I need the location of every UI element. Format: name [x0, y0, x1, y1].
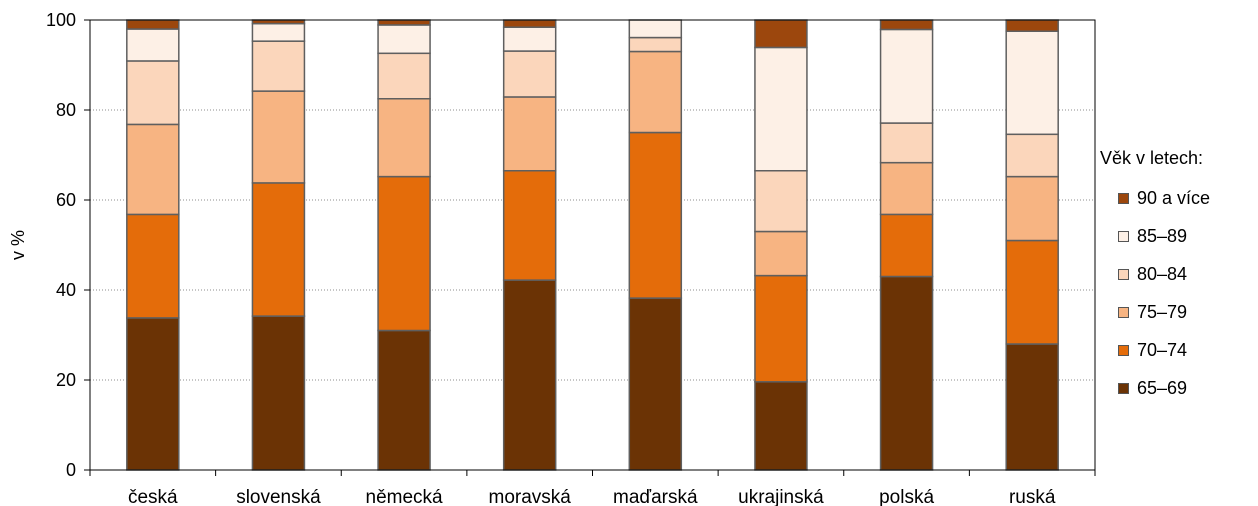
- bar-segment: [377, 19, 431, 26]
- bar-segment: [126, 123, 180, 216]
- bar-segment: [628, 131, 683, 299]
- category-label: ukrajinská: [738, 487, 824, 506]
- bar-segment: [251, 40, 306, 92]
- legend-item: 65–69: [1100, 369, 1210, 407]
- legend-label: 65–69: [1137, 377, 1188, 398]
- bar-segment: [879, 213, 934, 278]
- bar-segment: [126, 28, 180, 62]
- legend-items: 90 a více 85–89 80–84 75–79 70–74 65–69: [1100, 179, 1210, 407]
- legend-label: 75–79: [1137, 301, 1188, 322]
- legend-swatch: [1118, 382, 1129, 394]
- category-label: maďarská: [613, 487, 698, 506]
- plot-frame: [89, 19, 1096, 471]
- bar-segment: [251, 90, 306, 184]
- y-axis-title: v %: [8, 230, 28, 260]
- bar-segment: [251, 19, 306, 25]
- legend-item: 90 a více: [1100, 179, 1210, 217]
- bar-segment: [126, 317, 180, 471]
- legend-title: Věk v letech:: [1100, 148, 1204, 168]
- bar-segment: [502, 170, 557, 281]
- bar-segment: [879, 161, 934, 216]
- y-tick-label: 20: [56, 370, 76, 390]
- bar-segment: [879, 19, 934, 31]
- bar-segment: [879, 275, 934, 471]
- legend-item: 70–74: [1100, 331, 1210, 369]
- y-tick-label: 0: [66, 460, 76, 480]
- bar-segment: [377, 98, 431, 178]
- bar-segment: [502, 26, 557, 52]
- bar-segment: [754, 274, 808, 383]
- bar-stack: [1005, 19, 1059, 471]
- gridlines: [90, 109, 1095, 381]
- bar-stack: [879, 19, 934, 471]
- bar-segment: [879, 28, 934, 124]
- bar-stack: [377, 19, 431, 471]
- bar-segment: [754, 170, 808, 233]
- bar-segment: [754, 19, 808, 49]
- bar-segment: [1005, 133, 1059, 178]
- bar-stacks: [126, 19, 1059, 471]
- legend-item: 75–79: [1100, 293, 1210, 331]
- bar-segment: [879, 122, 934, 164]
- bar-segment: [1005, 343, 1059, 471]
- y-tick-label: 60: [56, 190, 76, 210]
- legend-label: 80–84: [1137, 263, 1188, 284]
- legend-label: 90 a více: [1137, 187, 1211, 208]
- bar-segment: [754, 46, 808, 172]
- legend-item: 85–89: [1100, 217, 1210, 255]
- bar-segment: [1005, 175, 1059, 242]
- category-label: moravská: [489, 487, 572, 506]
- y-tick-label: 80: [56, 100, 76, 120]
- axes: [84, 19, 1096, 476]
- legend-swatch: [1118, 268, 1129, 280]
- bar-segment: [502, 19, 557, 28]
- bar-stack: [126, 19, 180, 471]
- category-label: česká: [128, 487, 178, 506]
- bar-stack: [502, 19, 557, 471]
- bar-segment: [377, 52, 431, 100]
- bar-segment: [628, 297, 683, 471]
- bar-segment: [251, 22, 306, 42]
- bar-segment: [754, 381, 808, 471]
- legend-label: 85–89: [1137, 225, 1188, 246]
- bar-stack: [251, 19, 306, 471]
- category-label: německá: [366, 487, 444, 506]
- legend-swatch: [1118, 192, 1129, 204]
- y-tick-label: 100: [46, 10, 76, 30]
- bar-segment: [502, 50, 557, 98]
- bar-segment: [126, 213, 180, 319]
- bar-segment: [1005, 239, 1059, 345]
- category-label: ruská: [1009, 487, 1056, 506]
- category-label: polská: [879, 487, 934, 506]
- legend-label: 70–74: [1137, 339, 1188, 360]
- bar-segment: [377, 175, 431, 332]
- bar-segment: [1005, 19, 1059, 32]
- bar-segment: [628, 19, 683, 39]
- bar-segment: [251, 315, 306, 471]
- category-labels: česká slovenská německá moravská maďarská ukr…: [128, 487, 1056, 506]
- bar-segment: [377, 24, 431, 55]
- bar-segment: [628, 50, 683, 134]
- category-label: slovenská: [236, 487, 321, 506]
- bar-segment: [126, 19, 180, 30]
- legend-item: 80–84: [1100, 255, 1210, 293]
- bar-segment: [1005, 30, 1059, 136]
- bar-segment: [502, 279, 557, 471]
- legend-swatch: [1118, 306, 1129, 318]
- bar-segment: [754, 230, 808, 277]
- bar-segment: [502, 96, 557, 172]
- bar-segment: [377, 329, 431, 471]
- bar-stack: [628, 19, 683, 471]
- y-tick-label: 40: [56, 280, 76, 300]
- bar-segment: [628, 36, 683, 53]
- bar-segment: [126, 60, 180, 126]
- legend: Věk v letech: 90 a více 85–89 80–84 75–79 70…: [1100, 148, 1210, 407]
- legend-swatch: [1118, 344, 1129, 356]
- legend-swatch: [1118, 230, 1129, 242]
- y-tick-labels: 0 20 40 60 80 100: [46, 10, 76, 480]
- bar-segment: [251, 182, 306, 317]
- bar-stack: [754, 19, 808, 471]
